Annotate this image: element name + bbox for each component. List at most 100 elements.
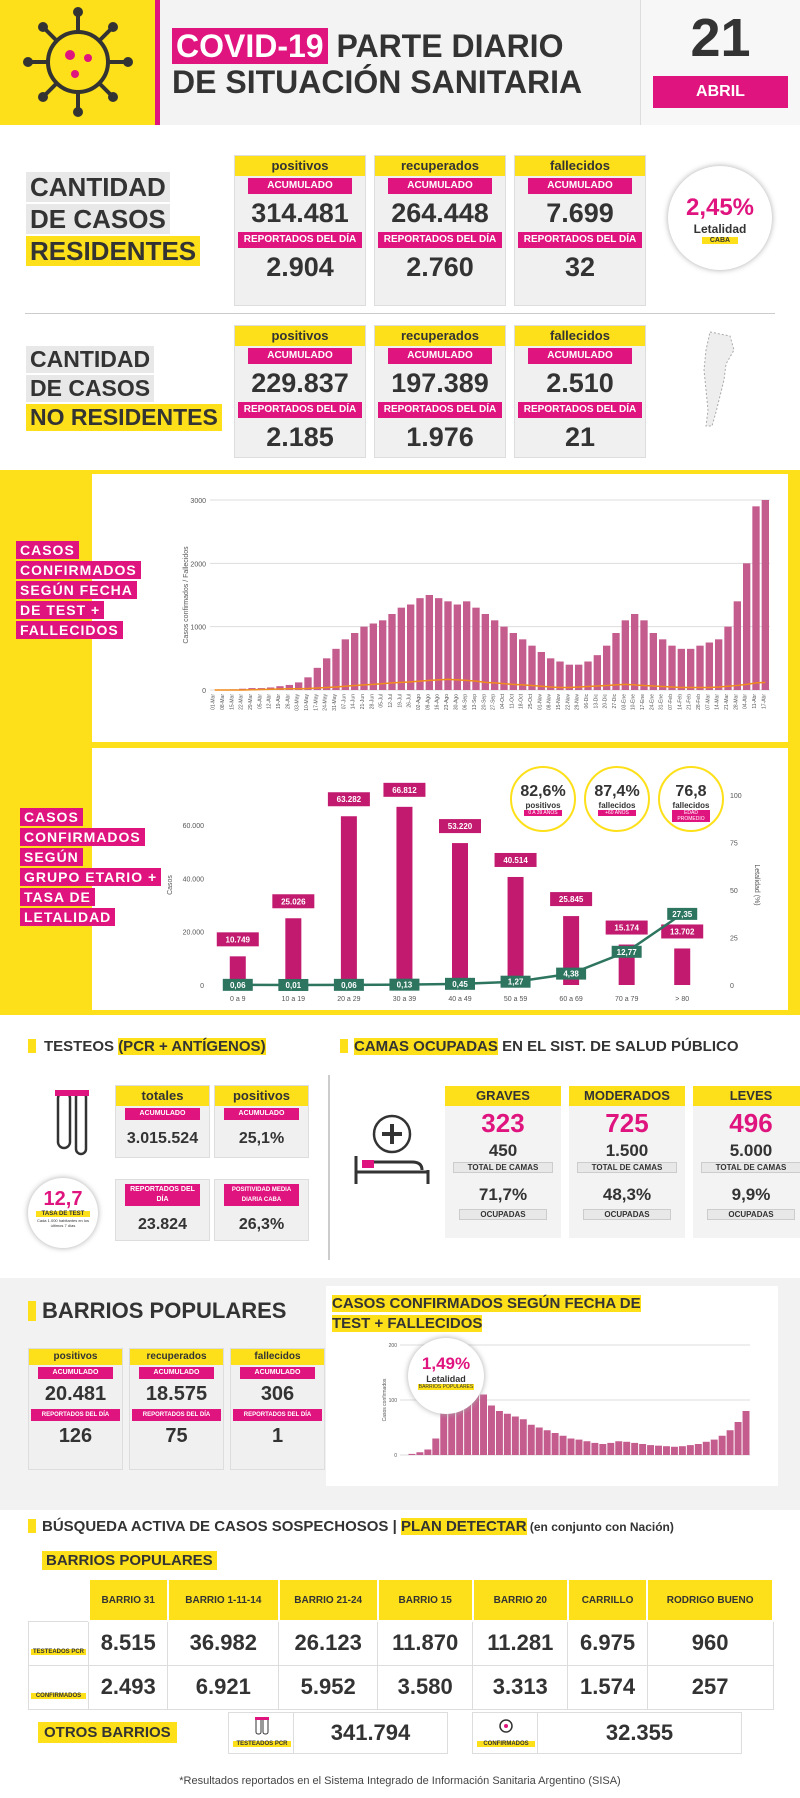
camas-ocup-label: OCUPADAS xyxy=(583,1209,671,1220)
bar-cases xyxy=(743,563,751,690)
bar-cases xyxy=(440,1411,448,1455)
acumulado-value: 7.699 xyxy=(546,198,614,228)
bar-cases xyxy=(425,595,433,690)
chart-label-line: FALLECIDOS xyxy=(16,621,123,639)
bar-label-bg xyxy=(216,932,259,947)
x-tick-label: 24-May xyxy=(323,694,329,711)
x-tick-label: 31-May xyxy=(332,694,338,711)
footer-note: *Resultados reportados en el Sistema Int… xyxy=(179,1775,621,1787)
bar-cases xyxy=(584,661,592,690)
letalidad-label-bg xyxy=(500,975,531,988)
x-tick-label: 07-Mar xyxy=(705,694,711,710)
bar-cases xyxy=(702,1441,710,1455)
chart-label-line: CONFIRMADOS xyxy=(20,828,145,846)
bar-label-bg xyxy=(494,852,537,867)
x-tick-label: 14-Mar xyxy=(715,694,721,710)
acumulado-label: ACUMULADO xyxy=(528,178,632,194)
chart-label-line: SEGÚN FECHA xyxy=(16,581,137,599)
case-card-residentes-2: fallecidos ACUMULADO 7.699 REPORTADOS DEL D… xyxy=(514,155,646,306)
x-tick-label: 08-Mar xyxy=(220,694,226,710)
x-tick-label: 19-Jul xyxy=(397,694,403,708)
card-label: recuperados xyxy=(130,1349,223,1365)
bar-cases xyxy=(724,626,732,690)
bar-cases xyxy=(677,648,685,690)
barrios-letalidad-circle: 1,49% Letalidad BARRIOS POPULARES xyxy=(408,1338,484,1414)
stat-circle-sub: 0 A 39 AÑOS xyxy=(524,810,562,816)
reportados-label: REPORTADOS DEL DÍA xyxy=(377,402,503,418)
bar-cases xyxy=(500,626,508,690)
x-tick-label: 14-Jun xyxy=(351,694,357,710)
y-tick-label: 20.000 xyxy=(183,930,205,937)
acumulado-value: 264.448 xyxy=(391,198,489,228)
barrio-value: 8.515 xyxy=(87,1620,169,1666)
x-tick-label: 26-Abr xyxy=(285,694,291,709)
card-label: fallecidos xyxy=(231,1349,324,1365)
x-tick-label: 01-Nov xyxy=(537,694,543,711)
x-tick-label: 29-Nov xyxy=(575,694,581,711)
letalidad-label: 0,01 xyxy=(286,981,302,990)
y-tick-label: 1000 xyxy=(190,625,206,632)
bar-value-label: 53.220 xyxy=(448,822,473,831)
testeos-totales: totales ACUMULADO 3.015.524 xyxy=(115,1085,210,1158)
bar-cases xyxy=(351,633,359,690)
reportados-value: 2.760 xyxy=(406,252,474,282)
chart-label-line: CASOS xyxy=(20,808,83,826)
reportados-value: 2.904 xyxy=(266,252,334,282)
stat-circle-2: 76,8 fallecidos EDAD PROMEDIO xyxy=(658,766,724,832)
bar-cases xyxy=(407,604,415,690)
bar-cases xyxy=(444,601,452,690)
y2-tick-label: 0 xyxy=(730,983,734,990)
row-label: TESTEADOS PCR xyxy=(28,1620,89,1666)
stat-circle-label: positivos xyxy=(525,801,561,810)
letalidad-label: 0,06 xyxy=(230,981,246,990)
virus-small-icon xyxy=(499,1719,513,1733)
bar-cases xyxy=(647,1445,655,1455)
bar-cases xyxy=(686,1445,694,1455)
x-tick-label: 20 a 29 xyxy=(337,996,360,1003)
letalidad-label-bg xyxy=(222,978,253,991)
bar-age-group xyxy=(229,956,246,985)
date-box: 21 ABRIL xyxy=(640,0,800,125)
reportados-label: REPORTADOS DEL DÍA xyxy=(232,1409,323,1421)
x-tick-label: 14-Feb xyxy=(677,694,683,710)
x-tick-label: 01-Mar xyxy=(211,694,217,710)
x-tick-label: 12-Jul xyxy=(388,694,394,708)
x-tick-label: 10 a 19 xyxy=(282,996,305,1003)
x-tick-label: 20-Dic xyxy=(603,694,609,709)
testeos-positivos: positivos ACUMULADO 25,1% xyxy=(214,1085,309,1158)
bar-cases xyxy=(631,1442,639,1455)
acumulado-label: ACUMULADO xyxy=(248,178,352,194)
stat-circle-1: 87,4% fallecidos +60 AÑOS xyxy=(584,766,650,832)
virus-logo-panel xyxy=(0,0,155,125)
tasa-test-circle: 12,7 TASA DE TEST Cada 1.000 habitantes … xyxy=(28,1178,98,1248)
x-tick-label: 15-Nov xyxy=(556,694,562,711)
bar-cases xyxy=(360,626,368,690)
bar-cases xyxy=(559,1435,567,1455)
acumulado-value: 20.481 xyxy=(44,1383,107,1405)
chart-label-line: DE TEST + xyxy=(16,601,105,619)
header-title-2: DE SITUACIÓN SANITARIA xyxy=(172,64,583,100)
bar-value-label: 15.174 xyxy=(614,924,639,933)
x-tick-label: 27-Sep xyxy=(491,694,497,710)
case-card-residentes-1: recuperados ACUMULADO 264.448 REPORTADOS DE… xyxy=(374,155,506,306)
reportados-label: REPORTADOS DEL DÍA xyxy=(237,402,363,418)
bar-cases xyxy=(472,1378,480,1455)
bar-cases xyxy=(519,639,527,690)
header: COVID-19 PARTE DIARIO DE SITUACIÓN SANIT… xyxy=(0,0,800,125)
bar-value-label: 40.514 xyxy=(503,856,528,865)
x-tick-label: 07-Feb xyxy=(668,694,674,710)
barrios-chart-title: CASOS CONFIRMADOS SEGÚN FECHA DE TEST + F… xyxy=(332,1295,641,1332)
header-title-1: PARTE DIARIO xyxy=(336,28,564,64)
camas-col-0: GRAVES 323 450 TOTAL DE CAMAS 71,7% OCUPADAS xyxy=(445,1086,561,1238)
case-card-no_residentes-2: fallecidos ACUMULADO 2.510 REPORTADOS DEL D… xyxy=(514,325,646,458)
x-tick-label: 28-Jun xyxy=(369,694,375,710)
bar-cases xyxy=(621,620,629,690)
stat-circle-label: fallecidos xyxy=(598,801,636,810)
camas-ocup-label: OCUPADAS xyxy=(707,1209,795,1220)
letalidad-label: 0,13 xyxy=(397,981,413,990)
bar-cases xyxy=(313,667,321,690)
bar-cases xyxy=(715,639,723,690)
bar-cases xyxy=(678,1446,686,1455)
barrio-value: 5.952 xyxy=(278,1664,379,1710)
residentes-section: CANTIDAD DE CASOS RESIDENTES xyxy=(0,138,800,318)
